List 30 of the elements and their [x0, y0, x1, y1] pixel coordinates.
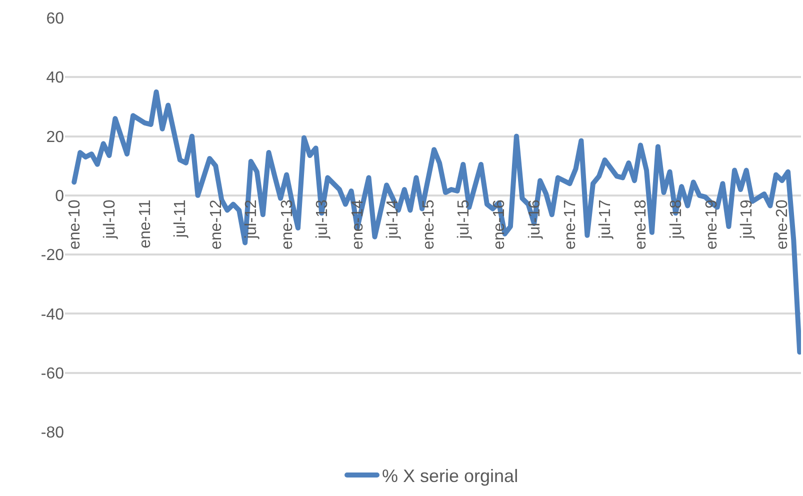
x-tick-label: ene-12 [208, 200, 225, 250]
x-tick-label: ene-18 [632, 200, 650, 250]
x-tick-label: ene-13 [278, 200, 296, 250]
x-tick-label: ene-15 [420, 200, 438, 250]
x-tick-label: jul-15 [455, 200, 472, 240]
x-tick-label: ene-16 [491, 200, 508, 250]
x-tick-label: jul-10 [101, 200, 118, 240]
x-tick-label: ene-14 [350, 200, 367, 250]
x-tick-label: ene-19 [703, 200, 720, 250]
y-tick-label: 40 [46, 70, 64, 87]
x-tick-label: ene-10 [66, 200, 84, 250]
x-tick-label: ene-20 [774, 200, 792, 250]
x-tick-label: jul-19 [738, 200, 756, 240]
y-tick-label: -40 [40, 306, 64, 324]
y-tick-label: 60 [46, 10, 64, 28]
x-tick-label: ene-17 [562, 200, 579, 250]
x-tick-label: ene-11 [137, 200, 154, 248]
y-tick-label: -60 [40, 365, 64, 382]
x-tick-label: jul-18 [668, 200, 685, 240]
y-tick-label: -80 [40, 424, 64, 442]
y-tick-label: 0 [55, 188, 64, 206]
y-tick-label: -20 [40, 247, 64, 264]
x-tick-label: jul-17 [597, 200, 614, 240]
y-tick-label: 20 [46, 128, 64, 146]
x-tick-label: jul-14 [384, 200, 402, 240]
x-tick-label: jul-12 [243, 200, 260, 240]
legend-label: % X serie orginal [382, 466, 518, 486]
x-tick-label: jul-11 [172, 200, 190, 239]
x-tick-label: jul-13 [314, 200, 331, 240]
x-tick-label: jul-16 [526, 200, 544, 240]
